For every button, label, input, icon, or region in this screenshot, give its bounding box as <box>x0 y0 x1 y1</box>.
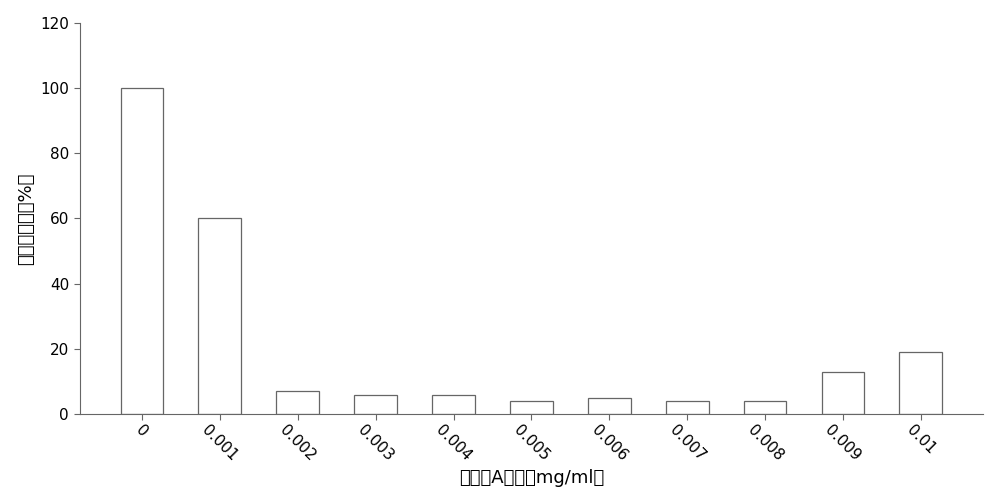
Bar <box>198 218 241 414</box>
Bar <box>666 401 709 414</box>
Bar <box>354 395 397 414</box>
Bar <box>432 395 475 414</box>
Bar <box>121 88 163 414</box>
X-axis label: 维生素A用量（mg/ml）: 维生素A用量（mg/ml） <box>459 469 604 487</box>
Bar <box>744 401 786 414</box>
Bar <box>588 398 631 414</box>
Bar <box>899 352 942 414</box>
Bar <box>276 391 319 414</box>
Bar <box>822 371 864 414</box>
Bar <box>510 401 553 414</box>
Y-axis label: 相对酶活力（%）: 相对酶活力（%） <box>17 172 35 265</box>
